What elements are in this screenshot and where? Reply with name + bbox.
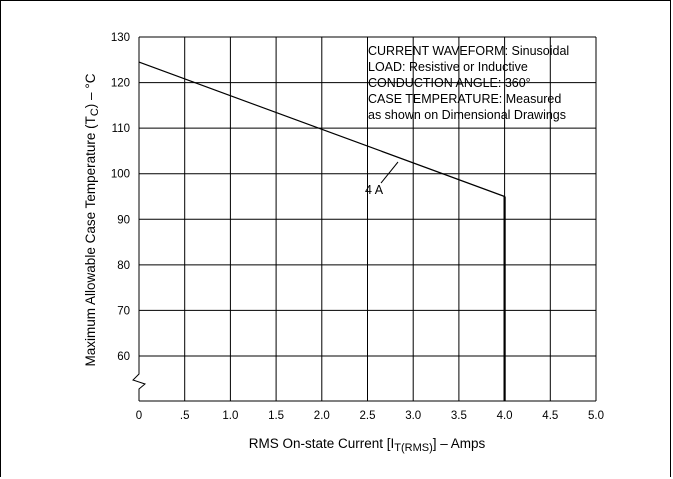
annotation-line: as shown on Dimensional Drawings	[368, 108, 566, 122]
y-tick-label: 120	[111, 78, 130, 90]
x-tick-label: 0	[136, 410, 142, 422]
axis-break-icon	[132, 370, 147, 392]
x-tick-label: 4.0	[497, 410, 513, 422]
x-tick-label: .5	[180, 410, 190, 422]
plot-area	[138, 61, 506, 401]
x-tick-label: 2.5	[360, 410, 376, 422]
x-tick-label: 4.5	[542, 410, 558, 422]
axis-break-gap	[135, 371, 143, 389]
x-axis-title: RMS On-state Current [IT(RMS)] – Amps	[249, 436, 486, 454]
y-tick-label: 80	[117, 260, 130, 272]
series-label-leader	[380, 161, 399, 184]
annotation-box: CURRENT WAVEFORM: Sinusoidal LOAD: Resis…	[368, 44, 569, 122]
series-line	[138, 61, 505, 198]
y-tick-label: 130	[111, 32, 130, 44]
y-tick-label: 70	[117, 305, 130, 317]
x-tick-labels: 0 .5 1.0 1.5 2.0 2.5 3.0 3.5 4.0 4.5 5.0	[136, 410, 604, 422]
series-label: 4 A	[365, 183, 384, 197]
x-tick-label: 3.0	[405, 410, 421, 422]
x-tick-label: 2.0	[314, 410, 330, 422]
y-tick-label: 110	[112, 123, 130, 135]
x-tick-label: 1.0	[222, 410, 238, 422]
x-tick-label: 3.5	[451, 410, 467, 422]
annotation-line: CONDUCTION ANGLE: 360°	[368, 76, 531, 90]
annotation-line: LOAD: Resistive or Inductive	[368, 60, 528, 74]
x-tick-label: 5.0	[588, 410, 604, 422]
y-tick-label: 90	[117, 214, 130, 226]
grid	[132, 36, 597, 402]
y-tick-labels: 60 70 80 90 100 110 120 130	[111, 32, 130, 363]
annotation-line: CASE TEMPERATURE: Measured	[368, 92, 561, 106]
y-axis-title: Maximum Allowable Case Temperature (TC) …	[83, 73, 101, 366]
y-tick-label: 100	[111, 169, 130, 181]
annotation-line: CURRENT WAVEFORM: Sinusoidal	[368, 44, 569, 58]
y-tick-label: 60	[117, 351, 130, 363]
x-tick-label: 1.5	[268, 410, 284, 422]
